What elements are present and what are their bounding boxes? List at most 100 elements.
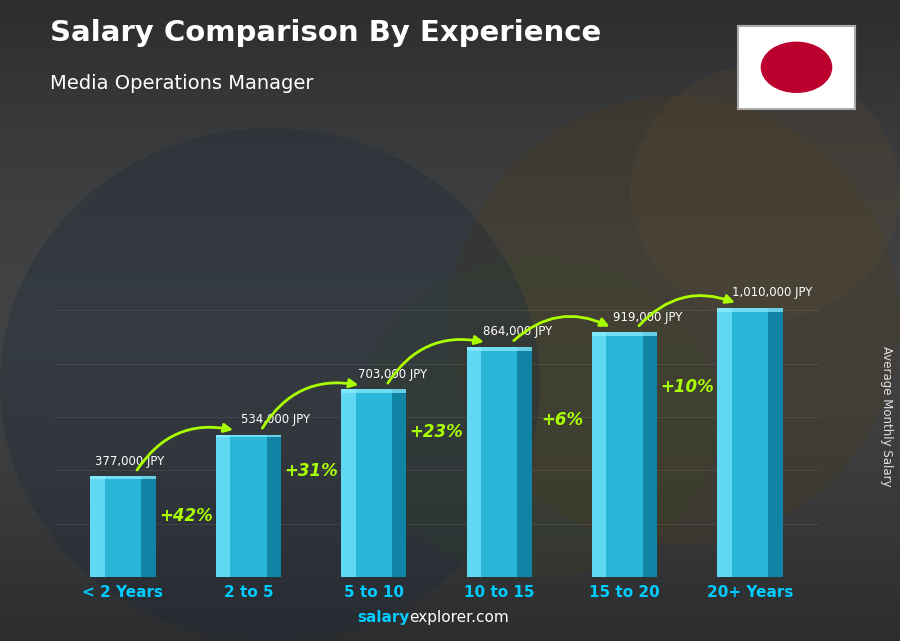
Bar xyxy=(0,372,900,378)
Bar xyxy=(0,237,900,244)
Bar xyxy=(0,526,900,532)
Bar xyxy=(0,481,900,487)
Bar xyxy=(0,429,900,436)
Bar xyxy=(0,103,900,109)
Bar xyxy=(0,423,900,429)
Text: 377,000 JPY: 377,000 JPY xyxy=(94,455,164,468)
Bar xyxy=(0,282,900,288)
Text: 703,000 JPY: 703,000 JPY xyxy=(358,368,428,381)
Bar xyxy=(769,308,783,577)
Bar xyxy=(0,147,900,154)
Bar xyxy=(341,390,407,577)
Bar xyxy=(0,128,900,135)
Bar xyxy=(0,628,900,635)
Bar xyxy=(0,167,900,173)
Bar xyxy=(0,115,900,122)
Bar xyxy=(216,435,230,577)
Bar xyxy=(0,506,900,513)
Bar xyxy=(0,218,900,224)
Text: 864,000 JPY: 864,000 JPY xyxy=(483,325,553,338)
Bar xyxy=(643,332,657,577)
Text: 1,010,000 JPY: 1,010,000 JPY xyxy=(733,287,813,299)
Bar xyxy=(0,141,900,147)
Bar xyxy=(466,347,532,577)
Bar xyxy=(0,173,900,179)
Bar xyxy=(0,269,900,276)
Bar xyxy=(90,476,156,577)
Bar xyxy=(0,468,900,474)
Circle shape xyxy=(761,42,832,92)
Bar xyxy=(717,308,783,312)
Bar xyxy=(0,64,900,71)
Bar xyxy=(0,442,900,449)
Bar xyxy=(266,435,281,577)
Bar xyxy=(0,596,900,603)
Bar xyxy=(216,435,281,577)
Bar xyxy=(0,295,900,301)
Bar xyxy=(0,378,900,385)
Bar xyxy=(0,83,900,90)
Bar xyxy=(0,500,900,506)
Ellipse shape xyxy=(630,64,900,321)
Text: Average Monthly Salary: Average Monthly Salary xyxy=(880,346,893,487)
Text: +10%: +10% xyxy=(661,378,715,395)
Bar xyxy=(0,603,900,609)
Bar xyxy=(0,494,900,500)
Bar xyxy=(0,250,900,256)
Bar xyxy=(0,532,900,538)
Bar xyxy=(0,474,900,481)
Bar xyxy=(518,347,532,577)
Bar xyxy=(592,332,657,577)
Text: salary: salary xyxy=(357,610,410,625)
Bar xyxy=(0,564,900,570)
Bar xyxy=(0,160,900,167)
Bar xyxy=(466,347,481,577)
Bar xyxy=(0,38,900,45)
Ellipse shape xyxy=(360,256,720,577)
Bar xyxy=(0,199,900,205)
Bar xyxy=(0,58,900,64)
Bar xyxy=(0,513,900,519)
Bar xyxy=(341,390,356,577)
Bar xyxy=(0,314,900,320)
Text: explorer.com: explorer.com xyxy=(410,610,509,625)
Bar xyxy=(0,263,900,269)
Bar xyxy=(0,45,900,51)
Bar xyxy=(0,333,900,340)
Bar xyxy=(0,577,900,583)
Bar xyxy=(0,346,900,353)
Bar xyxy=(141,476,156,577)
Bar xyxy=(90,476,156,478)
Bar xyxy=(0,391,900,397)
Bar xyxy=(0,570,900,577)
Bar xyxy=(0,122,900,128)
Bar xyxy=(0,288,900,295)
Text: +31%: +31% xyxy=(284,462,338,479)
Bar xyxy=(0,609,900,615)
Bar xyxy=(0,231,900,237)
Bar xyxy=(0,449,900,455)
Text: +23%: +23% xyxy=(410,423,464,441)
Bar xyxy=(0,6,900,13)
Bar xyxy=(0,353,900,359)
Bar xyxy=(0,26,900,32)
Bar xyxy=(0,212,900,218)
Ellipse shape xyxy=(0,128,540,641)
Bar xyxy=(717,308,783,577)
Bar xyxy=(592,332,607,577)
Bar xyxy=(0,154,900,160)
Text: Salary Comparison By Experience: Salary Comparison By Experience xyxy=(50,19,601,47)
Bar xyxy=(0,90,900,96)
Bar xyxy=(0,320,900,327)
Bar xyxy=(0,404,900,410)
Bar xyxy=(0,622,900,628)
Bar xyxy=(0,558,900,564)
Bar xyxy=(0,359,900,365)
Bar xyxy=(0,583,900,590)
Text: Media Operations Manager: Media Operations Manager xyxy=(50,74,313,93)
Bar xyxy=(0,410,900,417)
Bar xyxy=(392,390,407,577)
Bar xyxy=(0,327,900,333)
Bar xyxy=(0,436,900,442)
Bar xyxy=(0,19,900,26)
